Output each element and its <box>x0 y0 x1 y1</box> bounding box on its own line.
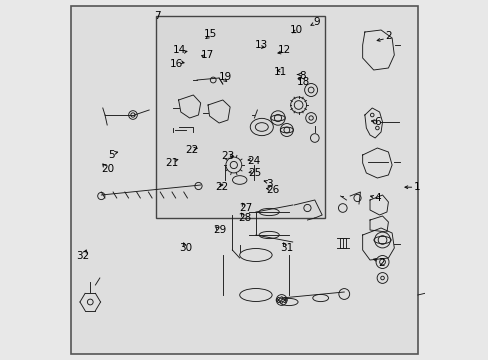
Text: 31: 31 <box>280 243 293 253</box>
Text: 12: 12 <box>277 45 290 55</box>
Text: 23: 23 <box>221 151 234 161</box>
Text: 16: 16 <box>170 59 183 69</box>
Text: 7: 7 <box>154 11 161 21</box>
Text: 24: 24 <box>246 156 260 166</box>
Text: 30: 30 <box>179 243 192 253</box>
Text: 29: 29 <box>213 225 226 235</box>
Text: 9: 9 <box>312 17 319 27</box>
Text: 15: 15 <box>203 29 217 39</box>
Text: 14: 14 <box>173 45 186 55</box>
Text: 1: 1 <box>413 182 420 192</box>
Text: 19: 19 <box>218 72 231 82</box>
Text: 22: 22 <box>185 145 199 156</box>
Text: 20: 20 <box>101 164 114 174</box>
Text: 18: 18 <box>297 77 310 87</box>
Text: 2: 2 <box>385 31 391 41</box>
Text: 25: 25 <box>247 168 261 178</box>
Text: 2: 2 <box>377 258 384 268</box>
Text: 3: 3 <box>266 179 272 189</box>
Text: 6: 6 <box>374 117 380 127</box>
Text: 5: 5 <box>108 150 114 160</box>
Text: 17: 17 <box>200 50 213 60</box>
Text: 4: 4 <box>374 193 380 203</box>
Text: 8: 8 <box>298 71 305 81</box>
Bar <box>156 16 325 218</box>
Text: 11: 11 <box>273 67 286 77</box>
Text: 28: 28 <box>237 213 251 223</box>
Text: 27: 27 <box>239 203 252 213</box>
Text: 13: 13 <box>255 40 268 50</box>
Text: 32: 32 <box>77 251 90 261</box>
Text: 26: 26 <box>266 185 279 195</box>
Text: 22: 22 <box>214 182 227 192</box>
Text: 10: 10 <box>289 24 303 35</box>
Text: 21: 21 <box>165 158 178 168</box>
